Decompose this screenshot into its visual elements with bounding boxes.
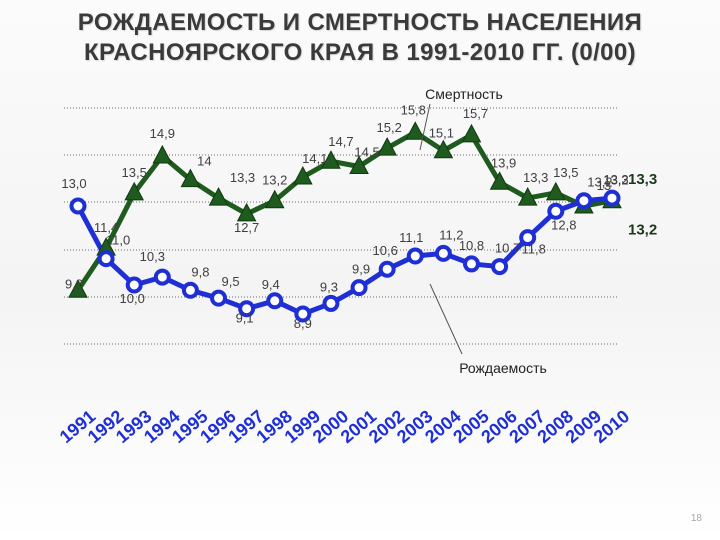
x-axis-ticks: 1991199219931994199519961997199819992000… xyxy=(56,406,634,447)
death-value-label-1997: 12,7 xyxy=(234,220,259,235)
birth-marker-2001 xyxy=(350,279,368,297)
birth-marker-1993 xyxy=(125,276,143,294)
birth-marker-2000 xyxy=(322,294,340,312)
birth-marker-1998 xyxy=(266,292,284,310)
birth-value-label-2007: 11,8 xyxy=(522,242,546,257)
death-value-label-2007: 13,3 xyxy=(523,170,548,185)
birth-value-label-2005: 10,8 xyxy=(459,238,484,253)
death-value-label-1999: 14,1 xyxy=(302,151,327,166)
birth-value-label-1995: 9,8 xyxy=(191,264,209,279)
birth-marker-2006 xyxy=(491,258,509,276)
birth-end-label: 13,3 xyxy=(628,171,657,188)
birth-marker-1999 xyxy=(294,305,312,323)
birth-marker-1996 xyxy=(210,289,228,307)
death-value-label-1991: 9,8 xyxy=(65,276,83,291)
birth-value-label-2009: 13,2 xyxy=(587,175,612,190)
death-value-label-2003: 15,8 xyxy=(401,102,426,117)
birth-marker-2005 xyxy=(462,255,480,273)
birth-marker-1991 xyxy=(69,197,87,215)
birth-marker-2007 xyxy=(519,229,537,247)
birth-value-label-2008: 12,8 xyxy=(551,217,576,232)
death-value-label-1992: 11,4 xyxy=(94,220,118,235)
birth-marker-2010 xyxy=(603,189,621,207)
death-value-label-2009: 13 xyxy=(597,178,611,193)
death-value-label-2005: 15,7 xyxy=(463,106,488,121)
death-marker-2003 xyxy=(405,121,426,140)
death-marker-1991 xyxy=(68,279,88,298)
birth-value-label-1993: 10,0 xyxy=(120,291,145,306)
birth-marker-2004 xyxy=(434,244,452,262)
death-marker-2004 xyxy=(433,139,454,159)
birth-callout-leader xyxy=(429,283,463,355)
series-markers xyxy=(68,121,622,323)
birth-value-label-1997: 9,1 xyxy=(236,311,254,326)
death-value-label-1994: 14,9 xyxy=(150,126,175,141)
death-marker-1996 xyxy=(208,187,229,206)
birth-value-label-1994: 10,3 xyxy=(140,249,165,264)
birth-marker-1995 xyxy=(181,281,199,299)
birth-marker-2008 xyxy=(547,202,565,220)
death-marker-1995 xyxy=(180,168,201,188)
birth-series-name: Рождаемость xyxy=(459,360,547,376)
death-marker-1993 xyxy=(124,181,145,201)
death-series-name: Смертность xyxy=(425,86,503,102)
death-value-label-2006: 13,9 xyxy=(491,155,516,170)
birth-value-label-1991: 13,0 xyxy=(61,176,86,191)
birth-value-label-1999: 8,9 xyxy=(294,316,312,331)
birth-marker-2002 xyxy=(378,260,396,278)
death-callout-leader xyxy=(419,103,431,151)
birth-value-label-2006: 10,7 xyxy=(495,241,520,256)
death-marker-2006 xyxy=(489,171,510,190)
death-value-label-2001: 14,5 xyxy=(354,145,379,160)
death-marker-1994 xyxy=(152,144,173,164)
death-value-label-2004: 15,1 xyxy=(429,126,454,141)
title-line-1: РОЖДАЕМОСТЬ И СМЕРТНОСТЬ НАСЕЛЕНИЯ xyxy=(77,9,643,36)
death-value-label-2002: 15,2 xyxy=(377,120,402,135)
death-marker-2001 xyxy=(349,155,369,174)
death-value-label-1998: 13,2 xyxy=(262,173,287,188)
death-marker-1997 xyxy=(236,202,257,222)
birth-value-label-2000: 9,3 xyxy=(320,279,338,294)
death-marker-2000 xyxy=(321,150,341,169)
title-line-2: КРАСНОЯРСКОГО КРАЯ В 1991-2010 ГГ. (0/00… xyxy=(83,39,637,66)
birth-value-label-2010: 13,3 xyxy=(603,172,628,187)
birth-value-label-2003: 11,1 xyxy=(399,230,423,245)
death-value-label-1995: 14 xyxy=(197,154,211,169)
death-marker-2007 xyxy=(517,187,538,206)
death-marker-2002 xyxy=(377,136,397,156)
death-value-label-1996: 13,3 xyxy=(230,170,255,185)
death-value-label-2010: 13,2 xyxy=(603,173,628,188)
birth-value-label-2001: 9,9 xyxy=(352,262,370,277)
birth-marker-1997 xyxy=(238,300,256,318)
birth-value-label-1998: 9,4 xyxy=(262,277,280,292)
death-marker-2008 xyxy=(545,181,566,201)
death-end-label: 13,2 xyxy=(628,222,657,239)
death-value-label-1993: 13,5 xyxy=(122,165,147,180)
death-marker-1999 xyxy=(293,165,313,185)
birth-value-label-1992: 11,0 xyxy=(106,233,130,248)
birth-marker-2009 xyxy=(575,192,593,210)
birth-marker-1992 xyxy=(97,250,115,268)
page-number: 18 xyxy=(690,513,702,524)
birth-value-label-2002: 10,6 xyxy=(373,243,398,258)
birth-marker-1994 xyxy=(153,268,171,286)
series-callouts: Смертность Рождаемость xyxy=(419,86,547,376)
birth-marker-2003 xyxy=(406,247,424,265)
birth-value-label-1996: 9,5 xyxy=(221,274,239,289)
death-marker-2005 xyxy=(461,123,482,143)
death-value-label-2000: 14,7 xyxy=(328,134,353,149)
death-value-label-2008: 13,5 xyxy=(553,165,578,180)
data-labels: 9,8 11,4 13,5 14,9 14 13,3 12,7 13,2 14,114,714,… xyxy=(61,102,657,331)
birth-value-label-2004: 11,2 xyxy=(439,227,463,242)
death-marker-1998 xyxy=(264,189,285,209)
slide-title: РОЖДАЕМОСТЬ И СМЕРТНОСТЬ НАСЕЛЕНИЯ КРАСН… xyxy=(0,8,720,68)
